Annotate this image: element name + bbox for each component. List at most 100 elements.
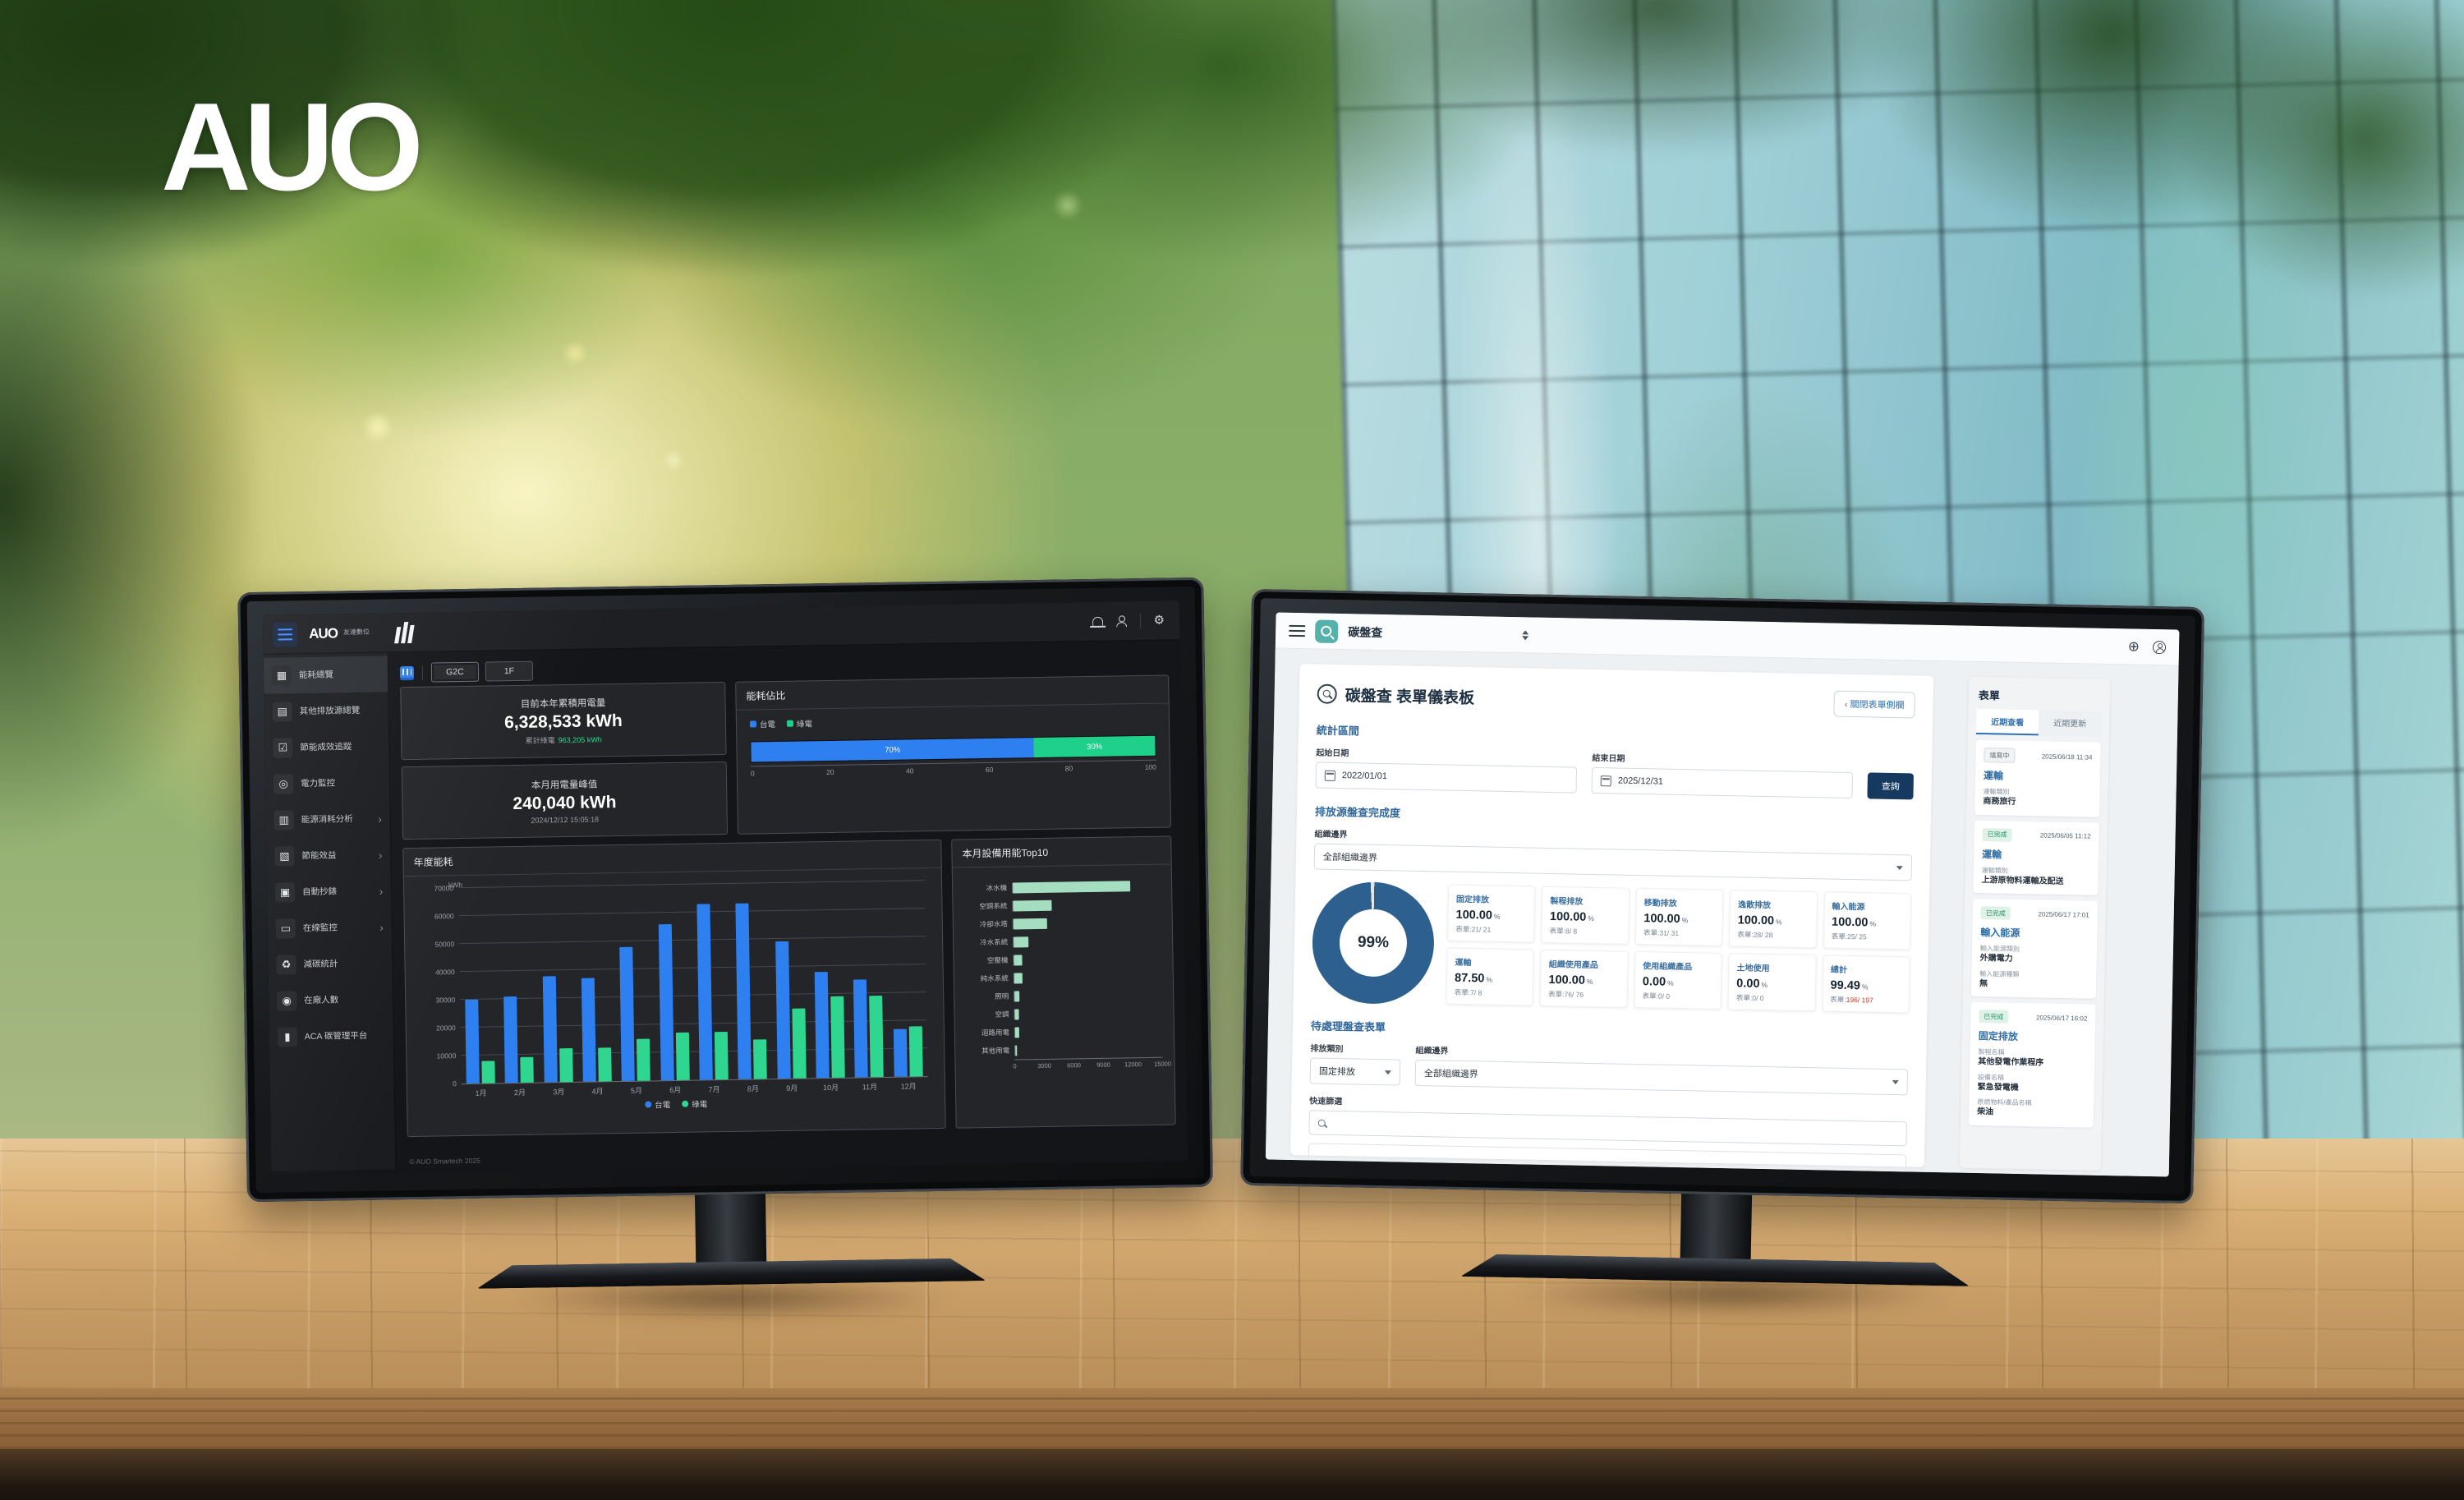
boundary2-select[interactable]: 全部組織邊界: [1414, 1059, 1909, 1096]
legend-label: 台電: [759, 720, 776, 730]
form-card-3[interactable]: 已完成 2025/06/17 16:02 固定排放 製程名稱 其他發電作業程序 設備名稱緊…: [1968, 1001, 2096, 1128]
sidebar-item-other-emission-overview[interactable]: ▤ 其他排放源總覽: [264, 692, 388, 729]
form-card-title[interactable]: 固定排放: [1978, 1030, 2019, 1042]
form-card-title[interactable]: 輸入能源: [1980, 927, 2020, 939]
forms-count: 25/ 25: [1847, 932, 1867, 941]
month-group-12月: [889, 881, 924, 1077]
completion-card-forms: 表單:31/ 31: [1643, 927, 1715, 939]
completion-card-unit: %: [1666, 978, 1674, 987]
stat-card-sublabel: 2024/12/12 15:05:18: [531, 814, 600, 825]
form-card-header: 已完成 2025/06/05 11:12: [1982, 827, 2091, 844]
bar-綠電: [520, 1056, 535, 1083]
completion-card-製程排放: 製程排放 100.00% 表單:8/ 8: [1541, 886, 1630, 945]
completion-card-value: 100.00%: [1549, 909, 1594, 924]
sidebar-item-aca-platform[interactable]: ▮ ACA 碳管理平台: [269, 1017, 394, 1055]
page-title: 碳盤查 表單儀表板: [1345, 687, 1475, 707]
hamburger-menu-icon[interactable]: [272, 621, 298, 647]
sidebar-item-power-monitor[interactable]: ◎ 電力監控: [265, 764, 390, 802]
header-actions: ⊕: [2127, 638, 2167, 655]
month-group-10月: [811, 883, 847, 1079]
legend-label: 綠電: [692, 1100, 708, 1110]
sidebar-item-energy-overview[interactable]: ▦ 能耗總覽: [263, 656, 388, 694]
copyright-text: © AUO Smartech 2025: [409, 1156, 480, 1166]
left-main: G2C 1F 目前本年累積用電量 6,328,533 kWh 累計綠電 963,205 …: [388, 640, 1188, 1169]
top10-bar: [1015, 1044, 1018, 1056]
y-axis-tick: 20000: [436, 1024, 456, 1033]
form-card-title[interactable]: 運輸: [1982, 848, 2002, 861]
globe-icon[interactable]: ⊕: [2127, 638, 2140, 655]
sidebar-item-saving-performance[interactable]: ☑ 節能成效追蹤: [264, 728, 389, 766]
top10-bar: [1014, 954, 1023, 965]
y-axis-tick: 0: [452, 1079, 457, 1088]
breadcrumb-chip-G2C[interactable]: G2C: [430, 661, 480, 683]
hamburger-menu-icon[interactable]: [1289, 624, 1306, 637]
sidebar-item-auto-meter[interactable]: ▣ 自動抄錶 ›: [267, 872, 392, 910]
legend-swatch: [645, 1101, 652, 1108]
building-icon[interactable]: [399, 665, 415, 680]
bar-綠電: [908, 1026, 923, 1077]
x-axis-label: 9月: [786, 1084, 798, 1093]
forms-prefix: 表單:: [1454, 987, 1471, 997]
bar-台電: [696, 904, 713, 1080]
end-date-input[interactable]: 2025/12/31: [1591, 766, 1854, 799]
form-card-0[interactable]: 填寫中 2025/06/18 11:34 運輸 運輸類別 商務旅行: [1974, 739, 2101, 817]
left-monitor: AUO 友達數位 ⚙ ▦ 能耗總覽 ▤ 其他排放源總覽 ☑ 節能成效追蹤 ◎ 電力監控 ▥ 能源消…: [237, 577, 1214, 1292]
bar-台電: [658, 924, 674, 1081]
completion-card-value: 0.00%: [1736, 977, 1768, 991]
people-count-icon: ◉: [277, 991, 297, 1011]
top10-label: 冷卻水塔: [979, 919, 1008, 929]
sidebar-item-online-monitor[interactable]: ▭ 在線監控 ›: [267, 909, 392, 946]
form-card-2[interactable]: 已完成 2025/06/17 17:01 輸入能源 輸入能源類別 外購電力 輸入能源種類無: [1970, 898, 2099, 999]
gear-icon[interactable]: ⚙: [1153, 613, 1165, 628]
top10-track: [1012, 880, 1161, 894]
top10-axis-tick: 15000: [1154, 1060, 1172, 1068]
forms-tabs: 近期查看 近期更新: [1975, 708, 2102, 737]
bell-icon[interactable]: [1092, 616, 1103, 626]
boundary-value: 全部組織邊界: [1322, 852, 1378, 863]
x-axis-label: 3月: [553, 1088, 565, 1097]
completion-card-運輸: 運輸 87.50% 表單:7/ 8: [1446, 947, 1535, 1006]
bar-台電: [853, 979, 869, 1078]
forms-count: 31/ 31: [1659, 928, 1680, 937]
sidebar-item-energy-analysis[interactable]: ▥ 能源消耗分析 ›: [265, 800, 390, 838]
completion-card-unit: %: [1761, 980, 1768, 990]
top10-label: 冰水機: [986, 883, 1008, 893]
sidebar-item-people-count[interactable]: ◉ 在廠人數: [269, 981, 393, 1019]
bar-pair: [542, 976, 573, 1083]
desk-shadow: [0, 1449, 2464, 1500]
category-select[interactable]: 固定排放: [1309, 1057, 1401, 1086]
form-card-1[interactable]: 已完成 2025/06/05 11:12 運輸 運輸類別 上游原物料運輸及配送: [1973, 820, 2099, 895]
top10-bar: [1014, 972, 1023, 983]
y-axis-tick: 70000: [434, 884, 454, 893]
sidebar-item-carbon-stats[interactable]: ♻ 減碳統計: [268, 945, 393, 982]
sidebar-item-saving-benefit[interactable]: ▧ 節能效益 ›: [266, 836, 391, 874]
start-date-input[interactable]: 2022/01/01: [1315, 762, 1578, 794]
forms-tab-近期查看[interactable]: 近期查看: [1975, 708, 2039, 736]
completion-cards: 固定排放 100.00% 表單:21/ 21 製程排放 100.00% 表單:8/ 8 移動…: [1446, 884, 1912, 1014]
end-date-value: 2025/12/31: [1617, 775, 1664, 787]
completion-card-組織使用產品: 組織使用產品 100.00% 表單:76/ 76: [1539, 949, 1629, 1008]
completion-card-value: 99.49%: [1830, 978, 1869, 993]
bar-綠電: [675, 1032, 690, 1080]
user-icon[interactable]: [1116, 615, 1127, 626]
form-card-title[interactable]: 運輸: [1983, 770, 2004, 782]
forms-tab-近期更新[interactable]: 近期更新: [2038, 710, 2102, 737]
completion-card-value: 100.00%: [1831, 915, 1877, 930]
completion-card-forms: 表單:196/ 197: [1830, 995, 1901, 1006]
account-icon[interactable]: [2152, 640, 2167, 654]
completion-card-title: 輸入能源: [1832, 902, 1865, 913]
bar-台電: [814, 972, 830, 1079]
bar-pair: [581, 978, 612, 1082]
top10-label: 空調: [995, 1010, 1009, 1019]
secondary-filter-input[interactable]: [1308, 1143, 1907, 1167]
breadcrumb-chip-1F[interactable]: 1F: [485, 660, 534, 682]
bar-pair: [503, 996, 535, 1084]
sort-icon[interactable]: [1522, 629, 1529, 640]
collapse-sidebar-button[interactable]: ‹ 關閉表單側欄: [1833, 690, 1915, 719]
top10-track: [1014, 988, 1162, 1002]
desk-front-edge: [0, 1388, 2464, 1449]
completion-donut: 99%: [1311, 881, 1436, 1005]
breadcrumb-chips: G2C 1F: [430, 660, 540, 683]
query-button[interactable]: 查詢: [1867, 772, 1915, 800]
app-logo: AUO 友達數位: [309, 624, 379, 642]
